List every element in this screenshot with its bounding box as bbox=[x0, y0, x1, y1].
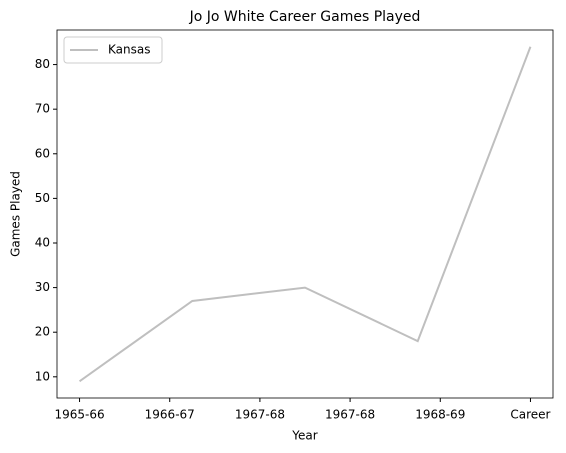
x-tick-label: 1967-68 bbox=[325, 408, 375, 422]
y-tick-label: 30 bbox=[35, 280, 50, 294]
axes-frame bbox=[56, 29, 554, 399]
y-tick-label: 70 bbox=[35, 102, 50, 116]
legend-box bbox=[63, 36, 163, 64]
y-tick-label: 40 bbox=[35, 235, 50, 249]
x-axis-label: Year bbox=[291, 429, 317, 443]
y-axis-label: Games Played bbox=[9, 171, 23, 257]
x-tick-label: 1968-69 bbox=[415, 408, 465, 422]
legend-label: Kansas bbox=[108, 43, 150, 57]
y-tick-label: 10 bbox=[35, 369, 50, 383]
y-tick-label: 60 bbox=[35, 146, 50, 160]
x-tick-label: 1966-67 bbox=[145, 408, 195, 422]
y-tick-label: 50 bbox=[35, 191, 50, 205]
y-tick-label: 20 bbox=[35, 325, 50, 339]
y-tick-label: 80 bbox=[35, 57, 50, 71]
x-tick-label: 1965-66 bbox=[54, 408, 104, 422]
x-tick-label: Career bbox=[510, 408, 550, 422]
chart-title: Jo Jo White Career Games Played bbox=[189, 9, 421, 25]
line-series bbox=[78, 46, 532, 383]
x-tick-label: 1967-68 bbox=[235, 408, 285, 422]
